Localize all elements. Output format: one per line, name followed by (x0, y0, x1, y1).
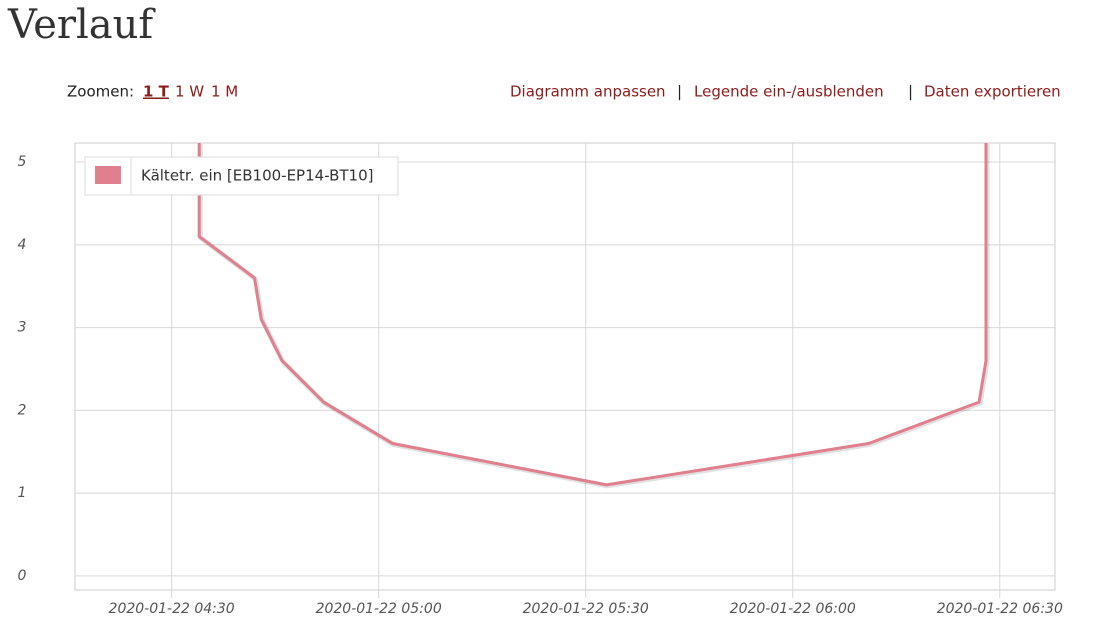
chart: 0 1 2 3 4 5 2020-01-22 04:30 2020-01-22 05:00 20… (18, 142, 1063, 617)
x-tick-label: 2020-01-22 05:30 (523, 601, 649, 617)
y-tick-label: 3 (18, 320, 27, 336)
plot-area (74, 142, 1056, 591)
y-tick-label: 2 (18, 402, 27, 418)
x-tick-label: 2020-01-22 06:00 (730, 601, 856, 617)
legend-box (84, 156, 399, 196)
zoom-option[interactable]: 1 W (175, 83, 204, 101)
legend-label: Kältetr. ein [EB100-EP14-BT10] (141, 167, 373, 185)
legend-swatch (93, 164, 123, 186)
zoom-label: Zoomen: (67, 83, 134, 101)
y-tick-label: 5 (18, 154, 27, 170)
x-tick-label: 2020-01-22 05:00 (316, 601, 442, 617)
separator: | (908, 83, 913, 101)
zoom-option[interactable]: 1 M (211, 83, 238, 101)
x-tick-label: 2020-01-22 06:30 (937, 601, 1063, 617)
y-tick-label: 1 (18, 485, 27, 501)
series-line (197, 143, 988, 487)
page-title: Verlauf (7, 2, 156, 48)
y-tick-label: 0 (18, 568, 27, 584)
zoom-option[interactable]: 1 T (143, 83, 170, 101)
toolbar-link[interactable]: Legende ein-/ausblenden (694, 83, 884, 101)
y-tick-label: 4 (18, 237, 27, 253)
separator: | (677, 83, 682, 101)
x-tick-label: 2020-01-22 04:30 (109, 601, 235, 617)
toolbar-link[interactable]: Daten exportieren (924, 83, 1061, 101)
toolbar-link[interactable]: Diagramm anpassen (510, 83, 666, 101)
